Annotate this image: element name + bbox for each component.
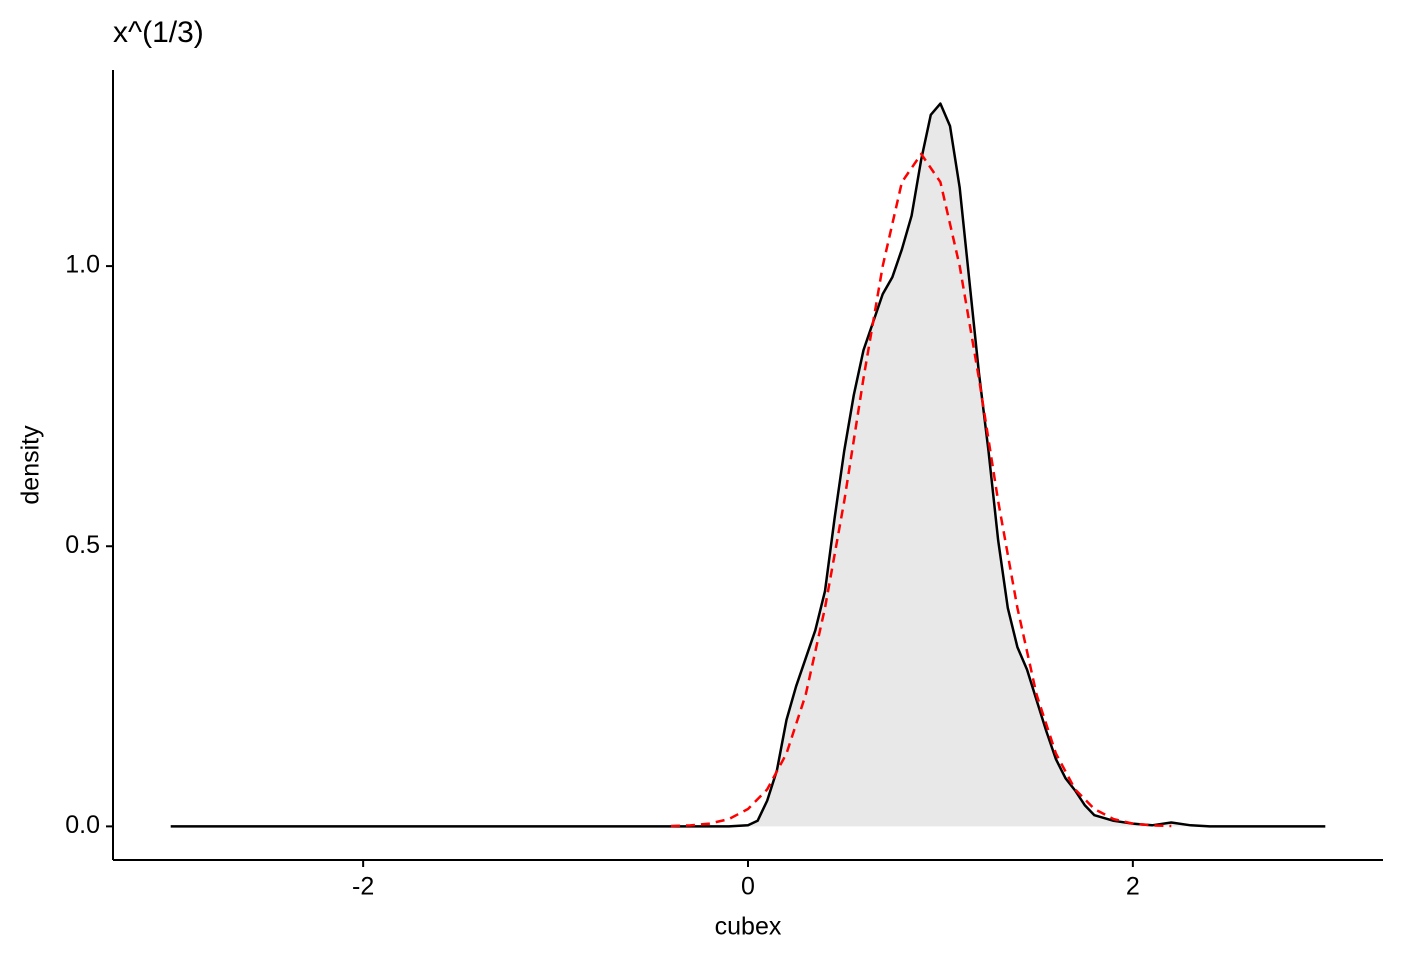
x-tick-label: 0 [741, 873, 755, 901]
chart-title: x^(1/3) [113, 16, 204, 49]
normal-curve [670, 152, 1172, 828]
y-axis-label: density [17, 425, 45, 505]
y-tick-label: 1.0 [65, 251, 100, 279]
x-tick-label: -2 [352, 873, 374, 901]
density-area [170, 103, 1326, 827]
x-tick-label: 2 [1126, 873, 1140, 901]
y-tick-label: 0.0 [65, 811, 100, 839]
y-tick-label: 0.5 [65, 531, 100, 559]
density-line [170, 102, 1326, 828]
x-axis-label: cubex [715, 913, 782, 941]
